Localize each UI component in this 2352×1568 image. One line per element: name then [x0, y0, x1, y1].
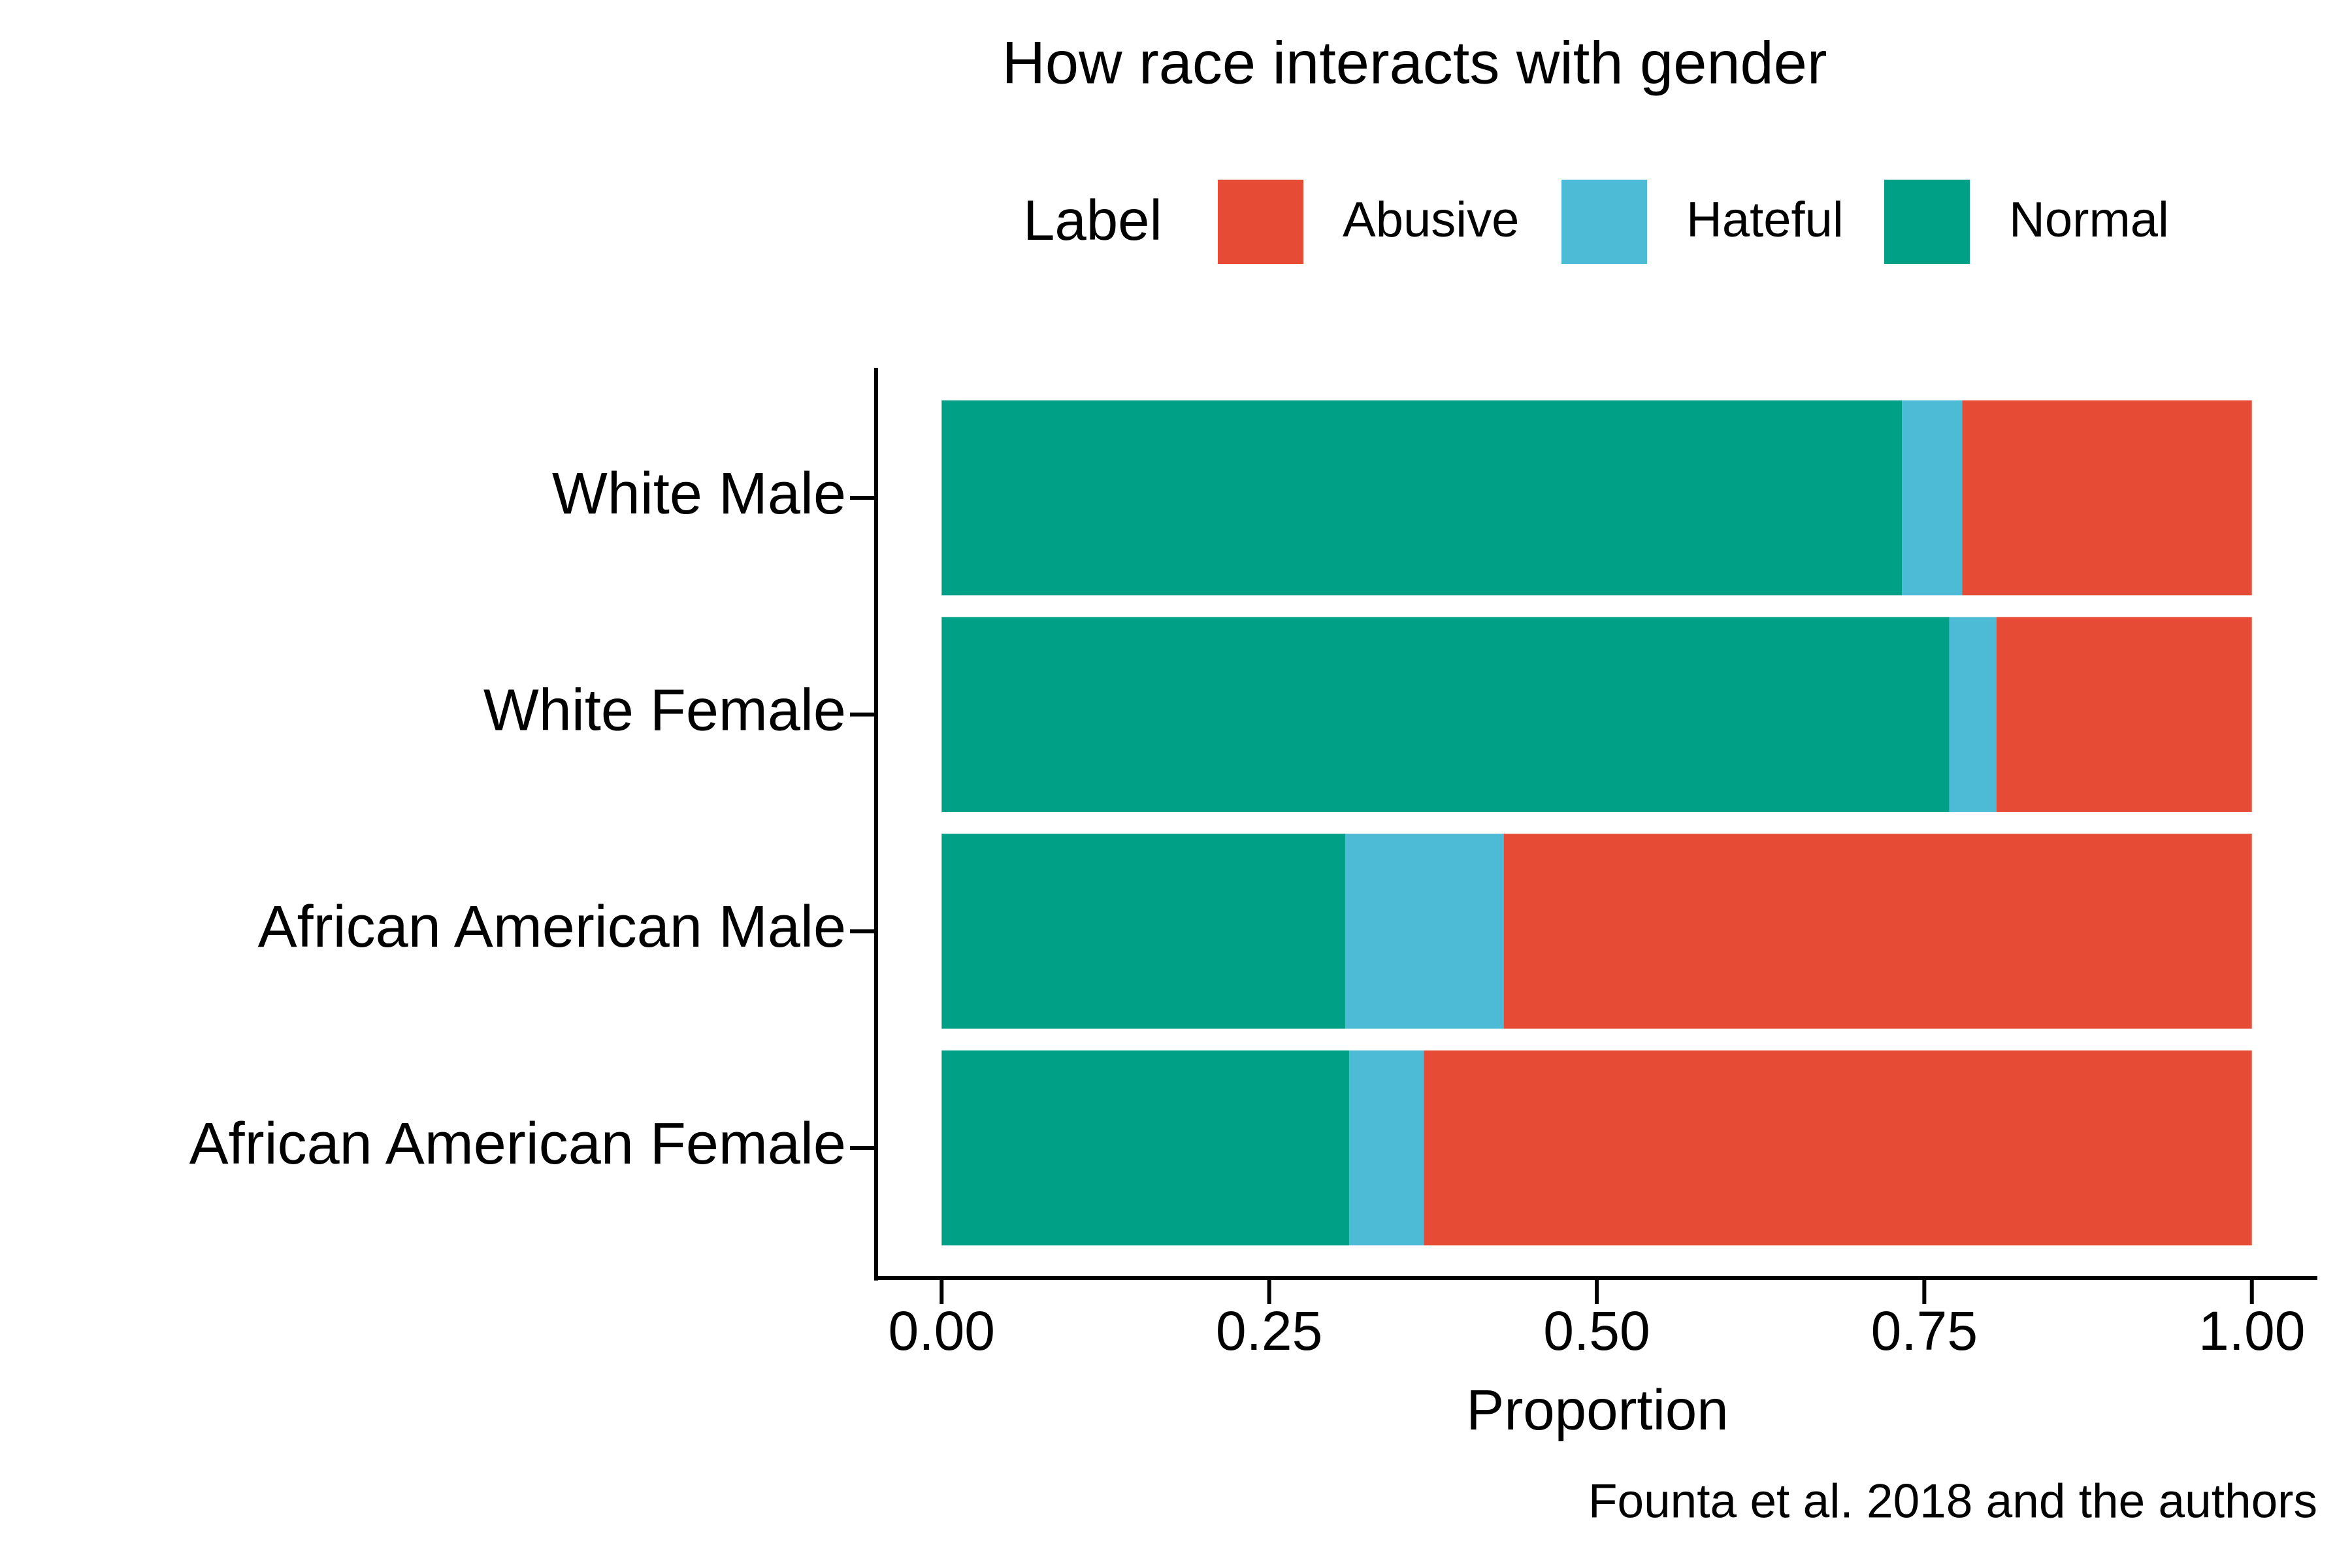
y-tick-label: African American Male — [258, 894, 846, 960]
legend-title: Label — [1023, 189, 1162, 252]
x-tick-label: 0.75 — [1871, 1300, 1978, 1362]
y-tick-label: African American Female — [189, 1111, 846, 1177]
y-tick-label: White Female — [483, 678, 846, 743]
y-tick-label: White Male — [552, 461, 846, 527]
bar-segment — [1503, 834, 2252, 1029]
chart-title: How race interacts with gender — [1002, 29, 1827, 96]
bar-segment — [941, 617, 1950, 812]
bar-segment — [1345, 834, 1504, 1029]
bar-segment — [1996, 617, 2252, 812]
x-tick-label: 1.00 — [2198, 1300, 2306, 1362]
bar-segment — [1902, 400, 1963, 596]
bar-segment — [1348, 1050, 1424, 1246]
bar-segment — [941, 400, 1903, 596]
legend-swatch — [1218, 180, 1303, 264]
x-tick-label: 0.50 — [1543, 1300, 1650, 1362]
legend-label: Normal — [2009, 192, 2169, 248]
x-axis-label: Proportion — [1466, 1379, 1728, 1442]
bar-segment — [1424, 1050, 2252, 1246]
x-tick-label: 0.00 — [889, 1300, 996, 1362]
legend-swatch — [1561, 180, 1647, 264]
legend-swatch — [1884, 180, 1970, 264]
bar-segment — [941, 1050, 1349, 1246]
legend-label: Abusive — [1343, 192, 1519, 248]
caption: Founta et al. 2018 and the authors — [1588, 1475, 2317, 1527]
bar-segment — [1962, 400, 2252, 596]
bar-segment — [1949, 617, 1997, 812]
bar-segment — [941, 834, 1345, 1029]
legend-label: Hateful — [1686, 192, 1844, 248]
x-tick-label: 0.25 — [1216, 1300, 1323, 1362]
